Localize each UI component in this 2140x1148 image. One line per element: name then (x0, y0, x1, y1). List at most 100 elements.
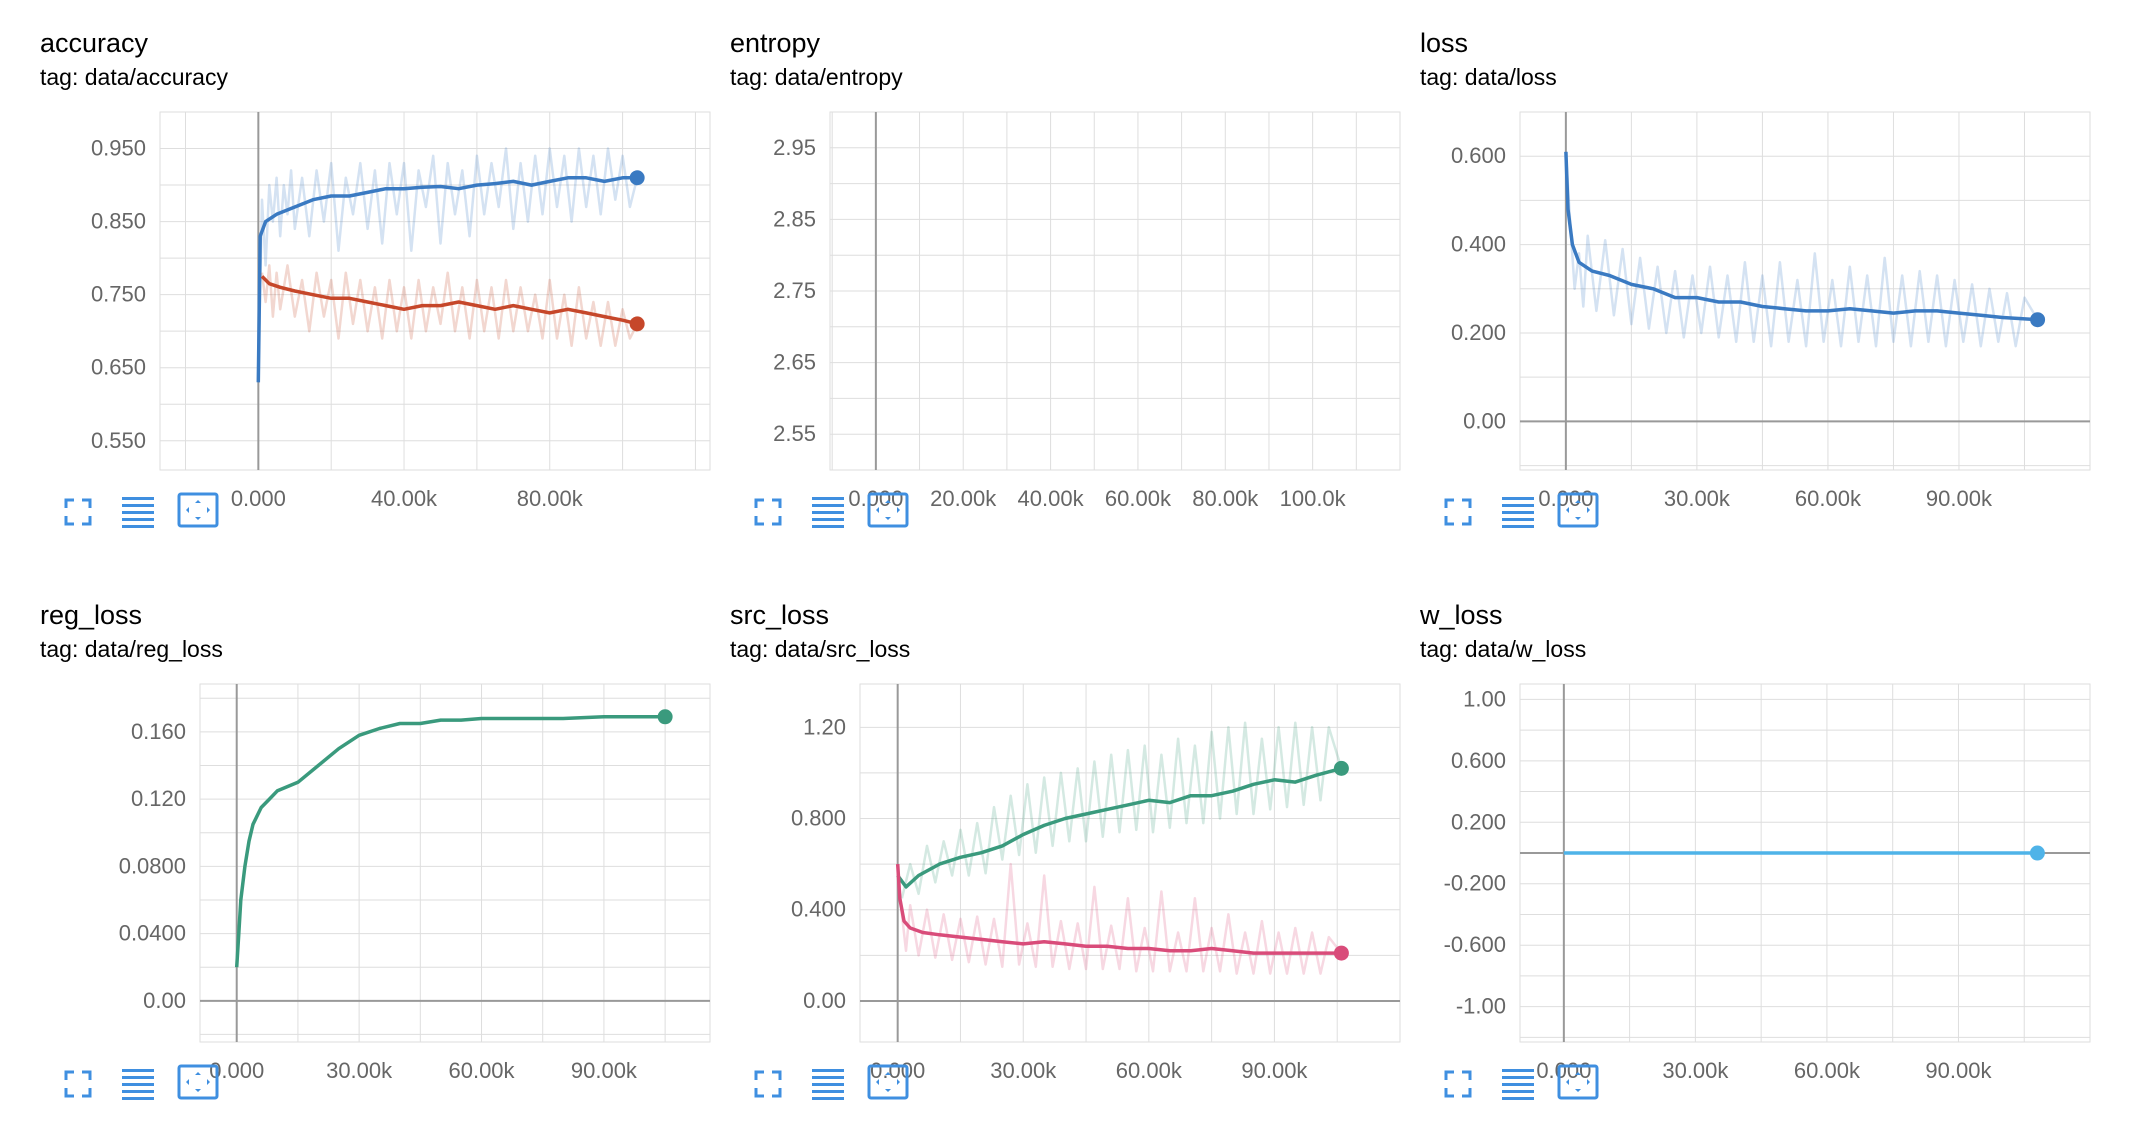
data-list-icon[interactable] (1496, 1062, 1540, 1102)
fit-domain-icon[interactable] (1556, 1062, 1600, 1102)
x-tick-label: 60.00k (1795, 486, 1862, 511)
fullscreen-icon[interactable] (1436, 1062, 1480, 1102)
x-tick-label: 90.00k (571, 1058, 638, 1083)
y-tick-label: 0.00 (143, 988, 186, 1013)
x-tick-label: 90.00k (1925, 1058, 1992, 1083)
series-line (1564, 151, 2038, 322)
fullscreen-icon[interactable] (746, 1062, 790, 1102)
y-tick-label: 0.00 (803, 988, 846, 1013)
x-tick-label: 30.00k (326, 1058, 393, 1083)
chart-tag: tag: data/loss (1420, 64, 1557, 90)
data-list-icon[interactable] (1496, 490, 1540, 530)
data-list-icon[interactable] (806, 490, 850, 530)
y-tick-label: 0.120 (131, 786, 186, 811)
y-tick-label: 1.20 (803, 714, 846, 739)
data-list-icon[interactable] (116, 1062, 160, 1102)
series-end-point (2029, 845, 2045, 861)
y-tick-label: 0.650 (91, 355, 146, 380)
y-tick-label: -1.00 (1456, 994, 1506, 1019)
y-tick-label: 2.85 (773, 206, 816, 231)
y-tick-label: 0.550 (91, 428, 146, 453)
fullscreen-icon[interactable] (746, 490, 790, 530)
series-raw-line (896, 862, 1343, 975)
series-raw-line (260, 264, 639, 348)
series-end-point (1333, 760, 1349, 776)
y-tick-label: 0.200 (1451, 320, 1506, 345)
chart-plot[interactable]: 0.00 0.400 0.800 1.20 0.000 30.00k 60.00k 90.00… (730, 602, 1420, 1083)
chart-plot[interactable]: 2.55 2.65 2.75 2.85 2.95 0.000 20.00k 40.00k 60.… (730, 30, 1420, 511)
chart-card-loss: loss tag: data/loss 0.00 0.200 0.400 0.600 0… (1420, 30, 2110, 560)
fit-domain-icon[interactable] (176, 1062, 220, 1102)
x-tick-label: 40.00k (1018, 486, 1085, 511)
x-tick-label: 30.00k (1662, 1058, 1729, 1083)
x-tick-label: 90.00k (1926, 486, 1993, 511)
y-tick-label: 0.0400 (119, 921, 186, 946)
data-list-icon[interactable] (116, 490, 160, 530)
y-tick-label: 2.95 (773, 135, 816, 160)
fit-domain-icon[interactable] (176, 490, 220, 530)
chart-toolbar (56, 1062, 256, 1106)
chart-title: accuracy (40, 28, 149, 58)
x-tick-label: 30.00k (1664, 486, 1731, 511)
plot-frame (199, 683, 711, 1043)
x-tick-label: 60.00k (448, 1058, 515, 1083)
y-tick-label: 0.600 (1451, 143, 1506, 168)
chart-title: src_loss (730, 600, 830, 630)
x-tick-label: 60.00k (1116, 1058, 1183, 1083)
y-tick-label: 0.400 (791, 897, 846, 922)
chart-tag: tag: data/w_loss (1420, 636, 1587, 662)
series-line (260, 275, 638, 326)
fullscreen-icon[interactable] (56, 490, 100, 530)
x-tick-label: 0.000 (848, 486, 903, 511)
series-end-point (629, 316, 645, 332)
y-tick-label: 0.00 (1463, 408, 1506, 433)
series-line (256, 176, 638, 383)
chart-title: entropy (730, 28, 821, 58)
chart-title: loss (1420, 28, 1469, 58)
series-end-point (629, 170, 645, 186)
chart-card-reg-loss: reg_loss tag: data/reg_loss 0.00 0.0400 0.… (40, 602, 730, 1132)
chart-title: w_loss (1420, 600, 1503, 630)
y-tick-label: 0.800 (791, 806, 846, 831)
chart-plot[interactable]: 0.00 0.200 0.400 0.600 0.000 30.00k 60.00k 90.0… (1420, 30, 2110, 511)
x-tick-label: 80.00k (517, 486, 584, 511)
chart-plot[interactable]: 0.550 0.650 0.750 0.850 0.950 0.000 40.00k 80.0… (40, 30, 730, 511)
chart-card-accuracy: accuracy tag: data/accuracy 0.550 0.650 0.… (40, 30, 730, 560)
fit-domain-icon[interactable] (1556, 490, 1600, 530)
y-tick-label: 2.55 (773, 421, 816, 446)
series-raw-line (900, 721, 1343, 899)
data-list-icon[interactable] (806, 1062, 850, 1102)
y-tick-label: 2.75 (773, 278, 816, 303)
y-tick-label: 0.600 (1451, 748, 1506, 773)
x-tick-label: 60.00k (1105, 486, 1172, 511)
plot-frame (859, 683, 1401, 1043)
y-tick-label: 0.160 (131, 719, 186, 744)
y-tick-label: 0.850 (91, 209, 146, 234)
x-tick-label: 0.000 (870, 1058, 925, 1083)
fullscreen-icon[interactable] (56, 1062, 100, 1102)
fullscreen-icon[interactable] (1436, 490, 1480, 530)
series-end-point (2030, 312, 2046, 328)
fit-domain-icon[interactable] (866, 1062, 910, 1102)
chart-tag: tag: data/entropy (730, 64, 903, 90)
chart-tag: tag: data/reg_loss (40, 636, 223, 662)
series-end-point (657, 709, 673, 725)
x-tick-label: 40.00k (371, 486, 438, 511)
chart-plot[interactable]: -1.00 -0.600 -0.200 0.200 0.600 1.00 0.000 30.0… (1420, 602, 2110, 1083)
chart-tag: tag: data/accuracy (40, 64, 228, 90)
chart-title: reg_loss (40, 600, 143, 630)
plot-frame (1519, 111, 2091, 471)
chart-toolbar (1436, 490, 1636, 534)
y-tick-label: 0.950 (91, 136, 146, 161)
chart-toolbar (746, 490, 946, 534)
x-tick-label: 0.000 (1536, 1058, 1591, 1083)
series-raw-line (257, 147, 639, 383)
y-tick-label: -0.200 (1444, 871, 1506, 896)
series-line (895, 863, 1342, 955)
y-tick-label: 1.00 (1463, 686, 1506, 711)
chart-card-w-loss: w_loss tag: data/w_loss -1.00 -0.600 -0.20… (1420, 602, 2110, 1132)
fit-domain-icon[interactable] (866, 490, 910, 530)
x-tick-label: 0.000 (1538, 486, 1593, 511)
chart-card-entropy: entropy tag: data/entropy 2.55 2.65 2.75 2.… (730, 30, 1420, 560)
